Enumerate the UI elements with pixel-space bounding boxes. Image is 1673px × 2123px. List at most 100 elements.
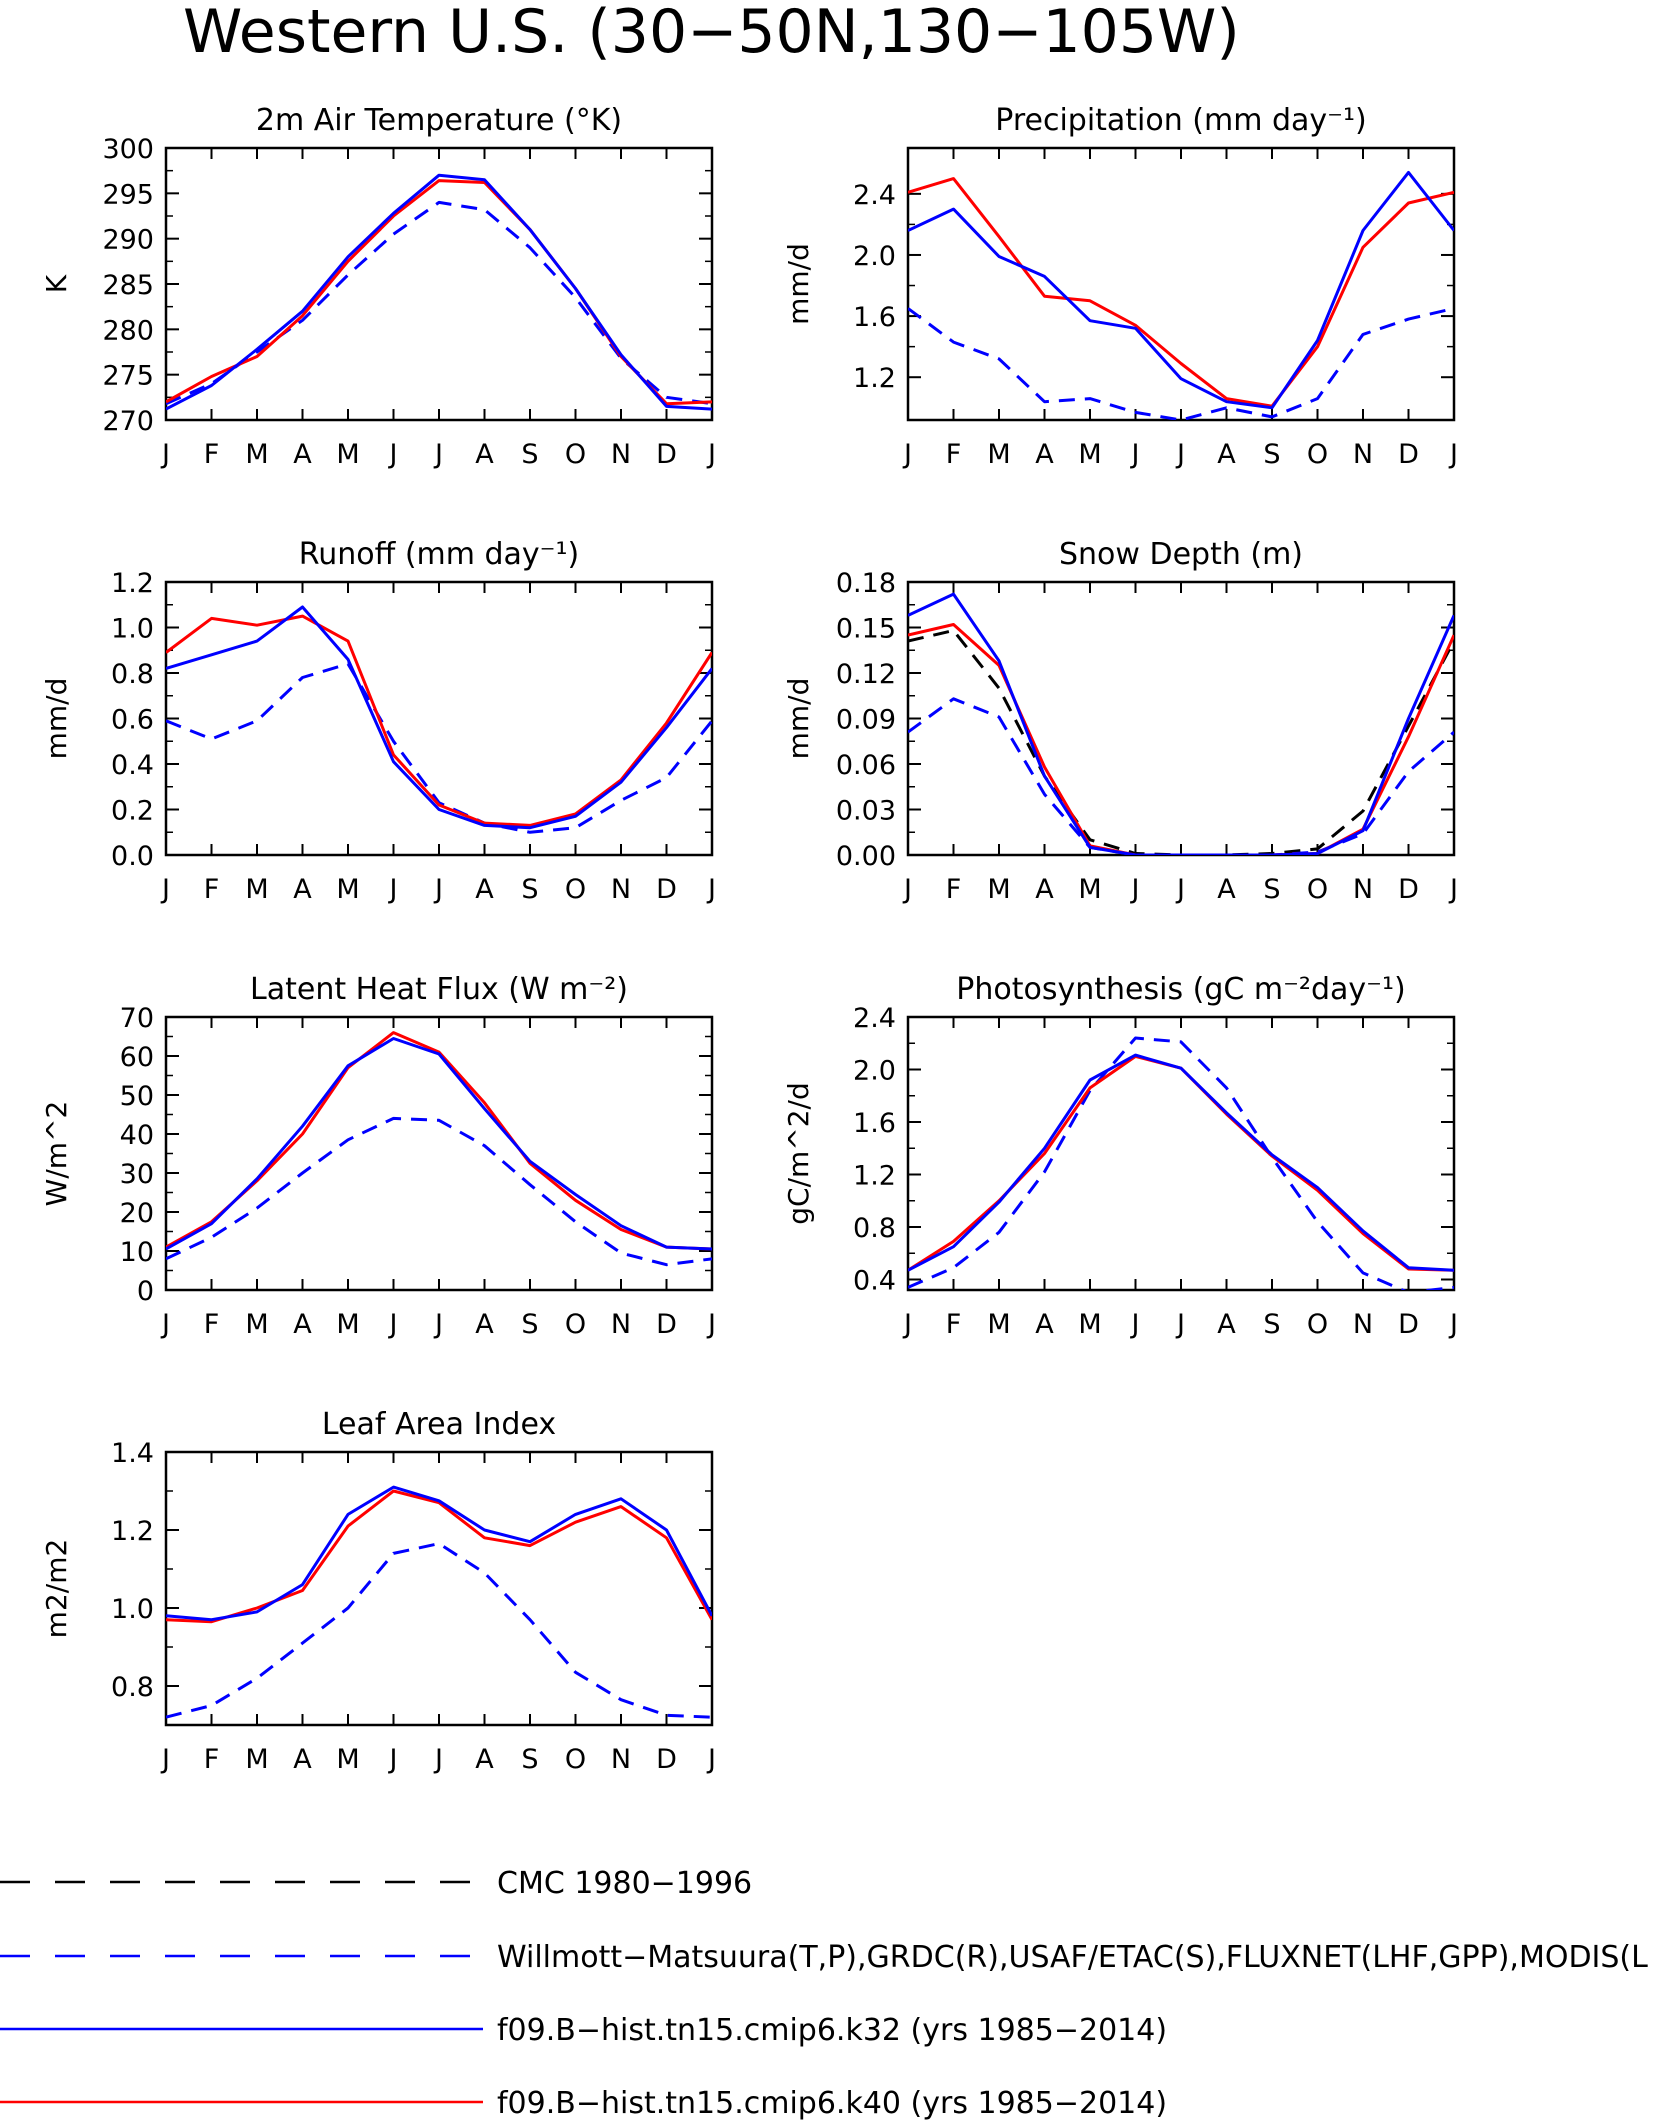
- x-tick-label: D: [1398, 874, 1419, 905]
- x-tick-label: O: [565, 1309, 586, 1340]
- x-tick-label: J: [706, 1744, 716, 1775]
- y-tick-label: 0.0: [111, 841, 154, 872]
- series-line-k32: [166, 1485, 712, 1622]
- y-tick-label: 2.4: [853, 1003, 896, 1034]
- x-tick-label: J: [1448, 439, 1458, 470]
- y-tick-label: 0.8: [111, 659, 154, 690]
- x-tick-label: S: [521, 874, 538, 905]
- x-tick-label: D: [1398, 1309, 1419, 1340]
- series-line-k40: [166, 179, 712, 406]
- panel-gpp: Photosynthesis (gC m⁻²day⁻¹)gC/m^2/dJ F M A…: [782, 972, 1458, 1340]
- x-tick-label: O: [1307, 874, 1328, 905]
- x-tick-label: J: [1448, 874, 1458, 905]
- y-axis-label: m2/m2: [40, 1539, 73, 1639]
- panel-title: Precipitation (mm day⁻¹): [995, 103, 1366, 138]
- series-line-k32: [908, 1053, 1454, 1272]
- x-tick-label: J: [902, 439, 912, 470]
- x-tick-label: J: [1130, 1309, 1140, 1340]
- y-axis-label: mm/d: [40, 678, 73, 760]
- panel-snowdp: Snow Depth (m)mm/dJ F M A M J J A S O N D J0.000.030…: [782, 537, 1458, 905]
- series-line-obs: [166, 200, 712, 406]
- y-axis-label: W/m^2: [40, 1101, 73, 1207]
- x-tick-label: J: [433, 1309, 443, 1340]
- plot-frame: [906, 1015, 1456, 1292]
- y-tick-label: 1.0: [111, 1594, 154, 1625]
- x-tick-label: J: [706, 874, 716, 905]
- y-tick-label: 0.4: [853, 1266, 896, 1297]
- y-tick-label: 0.4: [111, 750, 154, 781]
- y-tick-label: 1.2: [111, 1516, 154, 1547]
- y-tick-label: 1.2: [853, 1161, 896, 1192]
- y-tick-label: 40: [120, 1120, 154, 1151]
- y-tick-label: 1.6: [853, 302, 896, 333]
- x-tick-label: A: [1035, 1309, 1054, 1340]
- x-tick-label: M: [1078, 439, 1101, 470]
- x-tick-label: A: [1217, 874, 1236, 905]
- y-axis-label: mm/d: [782, 678, 815, 760]
- x-tick-label: A: [1217, 439, 1236, 470]
- x-tick-label: J: [902, 1309, 912, 1340]
- x-tick-label: A: [475, 1309, 494, 1340]
- x-tick-label: J: [706, 1309, 716, 1340]
- x-tick-label: M: [245, 439, 268, 470]
- x-tick-label: F: [946, 1309, 962, 1340]
- x-tick-label: S: [521, 1744, 538, 1775]
- x-tick-label: J: [388, 874, 398, 905]
- x-tick-label: A: [475, 439, 494, 470]
- series-line-obs: [908, 697, 1454, 855]
- y-axis-label: K: [40, 274, 73, 293]
- x-tick-label: F: [204, 1744, 220, 1775]
- x-tick-label: M: [336, 1744, 359, 1775]
- series-line-obs: [908, 1036, 1454, 1290]
- legend-entry-cmc: CMC 1980−1996: [0, 1866, 752, 1901]
- legend-label: CMC 1980−1996: [497, 1866, 752, 1901]
- y-tick-label: 0.03: [836, 796, 896, 827]
- legend-entry-k40: f09.B−hist.tn15.cmip6.k40 (yrs 1985−2014…: [0, 2086, 1167, 2121]
- x-tick-label: N: [611, 1744, 631, 1775]
- x-tick-label: A: [1217, 1309, 1236, 1340]
- figure-title: Western U.S. (30−50N,130−105W): [183, 0, 1240, 67]
- x-tick-label: J: [388, 439, 398, 470]
- y-tick-label: 0.2: [111, 796, 154, 827]
- x-tick-label: J: [160, 874, 170, 905]
- x-tick-label: J: [1175, 874, 1185, 905]
- panel-title: Runoff (mm day⁻¹): [299, 537, 580, 572]
- y-tick-label: 0.18: [836, 568, 896, 599]
- x-tick-label: J: [706, 439, 716, 470]
- x-tick-label: S: [521, 439, 538, 470]
- series-line-k32: [908, 170, 1454, 410]
- x-tick-label: M: [336, 439, 359, 470]
- x-tick-label: S: [1263, 1309, 1280, 1340]
- x-tick-label: S: [1263, 439, 1280, 470]
- x-tick-label: M: [987, 874, 1010, 905]
- y-axis-label: gC/m^2/d: [782, 1082, 815, 1225]
- y-axis-label: mm/d: [782, 243, 815, 325]
- x-tick-label: N: [1353, 874, 1373, 905]
- plot-frame: [164, 146, 714, 422]
- x-tick-label: F: [946, 439, 962, 470]
- panels: 2m Air Temperature (°K)KJ F M A M J J A S O N D J270…: [40, 103, 1458, 1775]
- x-tick-label: O: [1307, 439, 1328, 470]
- y-tick-label: 70: [120, 1003, 154, 1034]
- x-tick-label: A: [293, 874, 312, 905]
- y-tick-label: 1.2: [853, 363, 896, 394]
- x-tick-label: D: [1398, 439, 1419, 470]
- x-tick-label: J: [902, 874, 912, 905]
- y-tick-label: 0.12: [836, 659, 896, 690]
- panel-lhf: Latent Heat Flux (W m⁻²)W/m^2J F M A M J J A S O N…: [40, 972, 716, 1340]
- x-tick-label: J: [1130, 874, 1140, 905]
- y-tick-label: 285: [102, 270, 154, 301]
- y-tick-label: 0.8: [853, 1213, 896, 1244]
- series-line-obs: [166, 1542, 712, 1719]
- x-tick-label: J: [1175, 439, 1185, 470]
- panel-prec: Precipitation (mm day⁻¹)mm/dJ F M A M J J A S O N D…: [782, 103, 1458, 470]
- x-tick-label: N: [1353, 439, 1373, 470]
- x-tick-label: J: [433, 874, 443, 905]
- series-line-k32: [166, 173, 712, 411]
- x-tick-label: M: [1078, 1309, 1101, 1340]
- x-tick-label: D: [656, 1309, 677, 1340]
- series-line-k40: [166, 1489, 712, 1624]
- x-tick-label: O: [565, 1744, 586, 1775]
- series-line-obs: [166, 662, 712, 834]
